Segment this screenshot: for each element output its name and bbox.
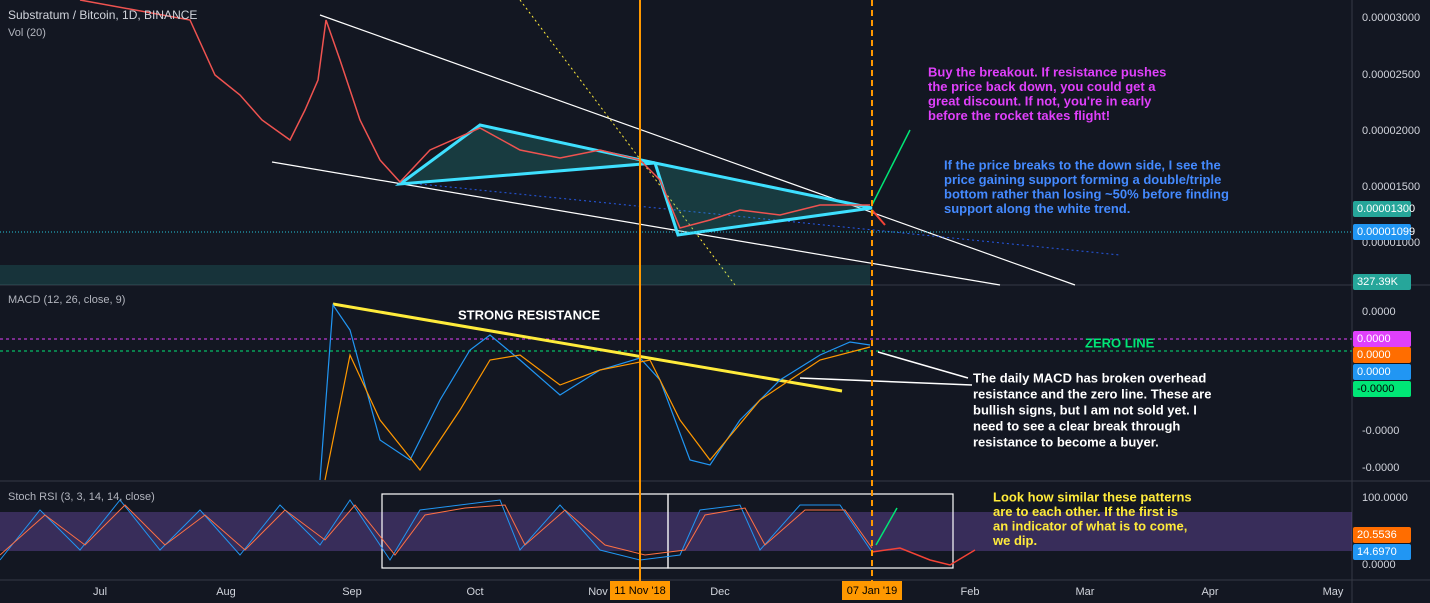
axis-label: 100.0000 [1362,492,1408,504]
axis-badge [1353,201,1411,217]
annotation: an indicator of what is to come, [993,518,1187,533]
time-label: Nov [588,586,608,598]
annotation: price gaining support forming a double/t… [944,172,1221,187]
axis-badge [1353,331,1411,347]
annotation: before the rocket takes flight! [928,108,1110,123]
time-label: Sep [342,586,362,598]
axis-badge [1353,381,1411,397]
price-drawing [0,0,1352,286]
time-label: Apr [1201,586,1218,598]
stoch-drawing [0,493,1352,569]
time-badge [842,581,902,600]
axis-label: 0.0000 [1362,559,1396,571]
time-label: May [1323,586,1344,598]
macd-drawing [0,302,1352,481]
time-label: Feb [961,586,980,598]
macd-title: MACD (12, 26, close, 9) [8,294,125,306]
axis-badge-text: 0.00001099 [1357,226,1415,238]
axis-badge [1353,347,1411,363]
axis-badge-text: 0.00001300 [1357,203,1415,215]
time-badge-text: 11 Nov '18 [614,585,665,597]
annotation: resistance to become a buyer. [973,434,1159,449]
time-badge [610,581,670,600]
axis-badge-text: 14.6970 [1357,546,1397,558]
annotation: great discount. If not, you're in early [928,93,1152,108]
annotation: The daily MACD has broken overhead [973,370,1206,385]
axis-badge [1353,527,1411,543]
axis-badge-text: 327.39K [1357,276,1399,288]
annotation: ZERO LINE [1085,335,1155,350]
time-label: Mar [1076,586,1095,598]
annotation: resistance and the zero line. These are [973,386,1211,401]
time-label: Jul [93,586,107,598]
time-label: Oct [466,586,483,598]
axis-label: 0.00002000 [1362,125,1420,137]
axis-badge [1353,364,1411,380]
generated: 0.00003000 0.00002500 0.00002000 0.00001500… [93,12,1420,600]
annotation: If the price breaks to the down side, I … [944,157,1221,172]
annotation: need to see a clear break through [973,418,1180,433]
annotation: STRONG RESISTANCE [458,307,600,322]
annotation: bottom rather than losing ~50% before fi… [944,186,1229,201]
time-label: Dec [710,586,730,598]
axis-badge-text: -0.0000 [1357,383,1394,395]
axis-badge-text: 0.0000 [1357,333,1391,345]
stoch-title: Stoch RSI (3, 3, 14, 14, close) [8,491,155,503]
annotation: we dip. [992,533,1037,548]
axis-label: -0.0000 [1362,425,1399,437]
axis-badge [1353,544,1411,560]
axis-label: -0.0000 [1362,462,1399,474]
time-badge-text: 07 Jan '19 [847,585,897,597]
annotation: bullish signs, but I am not sold yet. I [973,402,1197,417]
axis-label: 0.00001500 [1362,181,1420,193]
axis-label: 0.00002500 [1362,69,1420,81]
annotation: the price back down, you could get a [928,79,1156,94]
axis-badge-text: 0.0000 [1357,349,1391,361]
annotation: Look how similar these patterns [993,489,1192,504]
symbol-title: Substratum / Bitcoin, 1D, BINANCE [8,8,197,22]
volume-label: Vol (20) [8,27,46,39]
annotation: are to each other. If the first is [993,504,1178,519]
annotation: support along the white trend. [944,201,1130,216]
axis-badge [1353,274,1411,290]
axis-badge [1353,224,1411,240]
axis-badge-text: 0.0000 [1357,366,1391,378]
axis-label: 0.00003000 [1362,12,1420,24]
axis-badge-text: 20.5536 [1357,529,1397,541]
time-label: Aug [216,586,236,598]
axis-label: 0.0000 [1362,306,1396,318]
annotation: Buy the breakout. If resistance pushes [928,64,1166,79]
